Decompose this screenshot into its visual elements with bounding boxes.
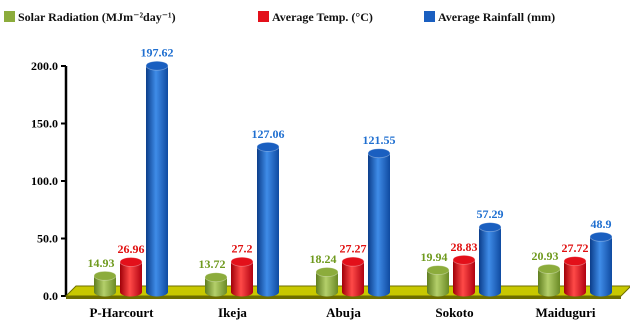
- bar-cap: [563, 256, 587, 267]
- bar-base: [205, 287, 227, 297]
- bar-cap: [452, 254, 476, 265]
- bar-body: [120, 261, 142, 292]
- bar-body: [316, 272, 338, 292]
- bar-body: [94, 275, 116, 292]
- data-label-solar: 20.93: [532, 249, 559, 263]
- bar-base: [590, 287, 612, 297]
- y-tick-label: 50.0: [37, 232, 58, 246]
- legend-label-solar: Solar Radiation (MJm⁻²day⁻¹): [18, 10, 176, 24]
- data-label-temp: 26.96: [118, 242, 145, 256]
- bar-rain-4: [589, 231, 613, 297]
- bar-solar-4: [537, 264, 561, 297]
- category-label: Ikeja: [218, 305, 247, 320]
- bar-temp-0: [119, 257, 143, 297]
- data-label-temp: 27.27: [340, 242, 367, 256]
- bar-base: [231, 287, 253, 297]
- bar-cap: [478, 222, 502, 233]
- bar-rain-0: [145, 60, 169, 297]
- data-label-temp: 27.72: [562, 241, 589, 255]
- legend: Solar Radiation (MJm⁻²day⁻¹) Average Tem…: [4, 10, 555, 24]
- legend-swatch-temp: [258, 11, 269, 22]
- bar-rain-2: [367, 148, 391, 297]
- bar-base: [94, 287, 116, 297]
- bar-base: [427, 287, 449, 297]
- bar-body: [538, 268, 560, 292]
- bar-body: [453, 259, 475, 292]
- floor-front: [66, 296, 621, 299]
- data-label-temp: 27.2: [232, 242, 253, 256]
- bar-body: [590, 236, 612, 292]
- bar-cap: [537, 264, 561, 274]
- bar-rain-1: [256, 141, 280, 297]
- legend-swatch-solar: [4, 11, 15, 22]
- y-tick-label: 0.0: [43, 289, 58, 303]
- category-label: Sokoto: [435, 305, 473, 320]
- bar-body: [479, 227, 501, 292]
- category-label: Abuja: [326, 305, 361, 320]
- bar-body: [427, 270, 449, 292]
- bar-base: [257, 287, 279, 297]
- bar-cap: [145, 60, 169, 71]
- bar-base: [120, 287, 142, 297]
- bar-base: [342, 287, 364, 297]
- legend-label-rain: Average Rainfall (mm): [438, 10, 555, 24]
- bar-body: [231, 261, 253, 292]
- bar-solar-0: [93, 270, 117, 297]
- bar-base: [368, 287, 390, 297]
- bar-cap: [315, 267, 339, 277]
- bar-temp-1: [230, 256, 254, 297]
- data-label-solar: 14.93: [88, 256, 115, 270]
- y-axis: 0.0 50.0 100.0 150.0 200.0: [31, 59, 68, 303]
- bar-cap: [589, 231, 613, 242]
- bar-body: [146, 65, 168, 292]
- bars: [93, 60, 613, 297]
- bar-temp-3: [452, 254, 476, 297]
- data-label-rain: 197.62: [141, 46, 174, 60]
- bar-body: [368, 153, 390, 292]
- bar-cap: [119, 257, 143, 267]
- data-label-rain: 57.29: [477, 207, 504, 221]
- bar-solar-1: [204, 272, 228, 297]
- bar-body: [342, 261, 364, 292]
- data-label-solar: 19.94: [421, 250, 448, 264]
- bar-solar-2: [315, 267, 339, 297]
- bar-cap: [367, 148, 391, 159]
- legend-swatch-rain: [424, 11, 435, 22]
- data-label-rain: 48.9: [591, 217, 612, 231]
- bar-cap: [256, 141, 280, 152]
- data-label-solar: 13.72: [199, 257, 226, 271]
- data-label-temp: 28.83: [451, 240, 478, 254]
- bar-base: [453, 287, 475, 297]
- data-label-rain: 121.55: [363, 133, 396, 147]
- bar-base: [146, 287, 168, 297]
- data-label-solar: 18.24: [310, 252, 337, 266]
- bar-rain-3: [478, 222, 502, 297]
- category-label: P-Harcourt: [89, 305, 154, 320]
- data-label-rain: 127.06: [252, 127, 285, 141]
- bar-cap: [230, 256, 254, 267]
- bar-base: [538, 287, 560, 297]
- bar-base: [479, 287, 501, 297]
- legend-label-temp: Average Temp. (°C): [272, 10, 373, 24]
- bar-cap: [341, 256, 365, 267]
- bar-cap: [426, 265, 450, 275]
- y-tick-label: 200.0: [31, 59, 58, 73]
- bar-base: [564, 287, 586, 297]
- x-axis-categories: P-Harcourt Ikeja Abuja Sokoto Maiduguri: [89, 305, 595, 320]
- bar-temp-2: [341, 256, 365, 297]
- y-tick-label: 150.0: [31, 117, 58, 131]
- bar-body: [257, 146, 279, 292]
- bar-solar-3: [426, 265, 450, 297]
- category-label: Maiduguri: [536, 305, 596, 320]
- bar-cap: [93, 270, 117, 281]
- bar-base: [316, 287, 338, 297]
- bar-temp-4: [563, 256, 587, 297]
- bar-cap: [204, 272, 228, 283]
- bar-body: [564, 261, 586, 292]
- y-tick-label: 100.0: [31, 174, 58, 188]
